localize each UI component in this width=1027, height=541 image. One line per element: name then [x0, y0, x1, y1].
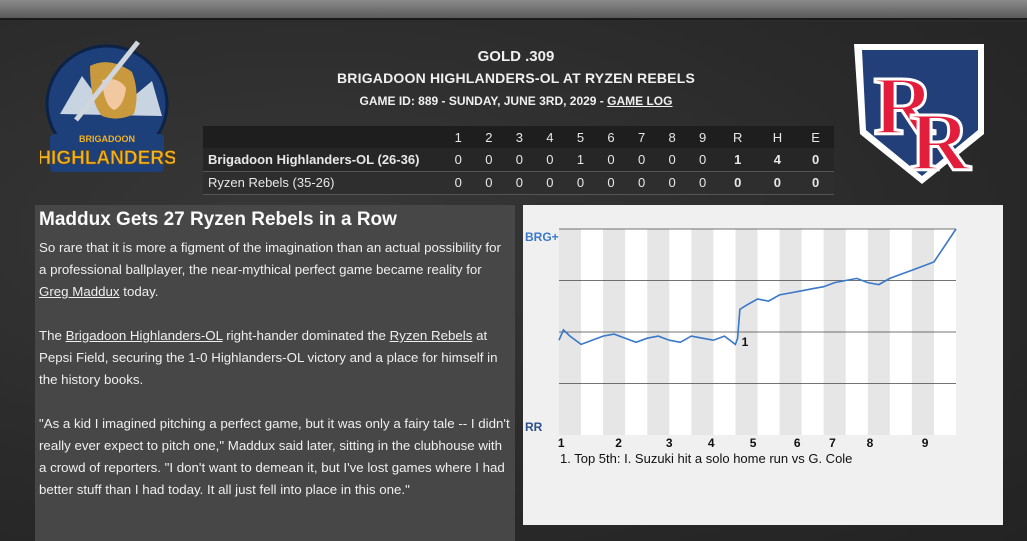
home-logo-r1: R: [874, 60, 936, 153]
inning-header: 5: [565, 126, 596, 148]
linescore-team-header: [203, 126, 443, 148]
linescore-table: 1 2 3 4 5 6 7 8 9 R H E Brigadoon Highla…: [203, 126, 834, 195]
inning-score: 0: [443, 171, 474, 195]
y-bottom-label: RR: [525, 420, 543, 434]
away-logo-text: HIGHLANDERS: [40, 148, 175, 169]
inning-score: 1: [565, 148, 596, 172]
story-paragraph: "As a kid I imagined pitching a perfect …: [39, 416, 510, 497]
story-text: right-hander dominated the: [222, 328, 390, 343]
story-paragraph: So rare that it is more a figment of the…: [39, 237, 511, 303]
inning-score: 0: [504, 171, 535, 195]
game-id-date: GAME ID: 889 - SUNDAY, JUNE 3RD, 2029 -: [359, 94, 608, 108]
win-probability-svg: BRG+RR1 2 3 4 5 6 7 8 911. Top 5th: I. Suzuki hi…: [525, 228, 957, 466]
inning-score: 0: [687, 148, 718, 172]
x-tick-label: 6: [794, 436, 801, 450]
inning-score: 0: [473, 148, 505, 172]
inning-score: 0: [656, 171, 688, 195]
inning-score: 0: [473, 171, 505, 195]
inning-score: 0: [595, 148, 627, 172]
home-team-logo[interactable]: R R: [848, 38, 996, 191]
inning-header: 3: [504, 126, 535, 148]
table-row: Brigadoon Highlanders-OL (26-36) 0 0 0 0…: [203, 148, 834, 172]
story-headline: Maddux Gets 27 Ryzen Rebels in a Row: [39, 209, 397, 230]
header-line1: GOLD .309: [477, 48, 555, 65]
story-text: The: [39, 328, 66, 343]
event-marker: 1: [742, 335, 749, 349]
table-row: Ryzen Rebels (35-26) 0 0 0 0 0 0 0 0 0 0…: [203, 171, 834, 195]
inning-score: 0: [443, 148, 474, 172]
hits-header: H: [757, 126, 798, 148]
runs-total: 1: [717, 148, 758, 172]
story-text: So rare that it is more a figment of the…: [39, 240, 501, 277]
away-team-logo[interactable]: BRIGADOON HIGHLANDERS: [37, 36, 177, 186]
player-link[interactable]: Greg Maddux: [39, 284, 120, 299]
y-top-label: BRG+: [525, 230, 559, 244]
inning-header: 8: [656, 126, 688, 148]
inning-header: 2: [473, 126, 505, 148]
hits-total: 0: [757, 171, 798, 195]
inning-score: 0: [504, 148, 535, 172]
x-tick-label: 2: [615, 436, 622, 450]
team-link[interactable]: Brigadoon Highlanders-OL: [65, 328, 223, 343]
runs-header: R: [717, 126, 758, 148]
runs-total: 0: [717, 171, 758, 195]
x-tick-label: 7: [829, 436, 836, 450]
inning-header: 6: [595, 126, 627, 148]
inning-score: 0: [687, 171, 718, 195]
inning-score: 0: [565, 171, 596, 195]
inning-score: 0: [626, 148, 657, 172]
x-tick-label: 9: [922, 436, 929, 450]
x-tick-label: 1: [558, 436, 565, 450]
inning-score: 0: [626, 171, 657, 195]
hits-total: 4: [757, 148, 798, 172]
away-team-name[interactable]: Brigadoon Highlanders-OL (26-36): [203, 148, 443, 172]
inning-score: 0: [656, 148, 688, 172]
matchup-title: BRIGADOON HIGHLANDERS-OL AT RYZEN REBELS: [336, 70, 695, 86]
game-log-link[interactable]: GAME LOG: [607, 94, 673, 108]
home-logo-r2: R: [910, 96, 972, 188]
game-info: GAME ID: 889 - SUNDAY, JUNE 3RD, 2029 - …: [300, 94, 732, 114]
story-text: at Pepsi Field, securing the 1-0 Highlan…: [39, 328, 498, 387]
inning-header: 7: [626, 126, 657, 148]
win-probability-chart: BRG+ RR 1 2 3 4 5 6 7 8 9 1 1. Top 5th: I. Suzuki hi…: [523, 205, 1003, 525]
inning-score: 0: [534, 148, 566, 172]
inning-header: 9: [687, 126, 718, 148]
inning-header: 1: [443, 126, 474, 148]
linescore-header-row: 1 2 3 4 5 6 7 8 9 R H E: [203, 126, 834, 148]
x-tick-label: 8: [867, 436, 874, 450]
win-probability-line: [558, 228, 957, 346]
errors-total: 0: [797, 171, 834, 195]
top-bar: [0, 0, 1027, 20]
x-tick-label: 4: [708, 436, 715, 450]
x-tick-label: 5: [750, 436, 757, 450]
home-team-name[interactable]: Ryzen Rebels (35-26): [203, 171, 443, 195]
game-story: Maddux Gets 27 Ryzen Rebels in a Row So …: [35, 205, 515, 541]
story-paragraph: The Brigadoon Highlanders-OL right-hande…: [39, 325, 511, 391]
inning-score: 0: [595, 171, 627, 195]
inning-score: 0: [534, 171, 566, 195]
errors-header: E: [797, 126, 834, 148]
story-text: today.: [119, 284, 159, 299]
game-header: GOLD .309 BRIGADOON HIGHLANDERS-OL AT RY…: [300, 48, 732, 114]
inning-header: 4: [534, 126, 566, 148]
team-link[interactable]: Ryzen Rebels: [389, 328, 473, 343]
x-tick-label: 3: [666, 436, 673, 450]
chart-caption: 1. Top 5th: I. Suzuki hit a solo home ru…: [560, 451, 852, 466]
away-logo-subtext: BRIGADOON: [79, 134, 135, 144]
errors-total: 0: [797, 148, 834, 172]
